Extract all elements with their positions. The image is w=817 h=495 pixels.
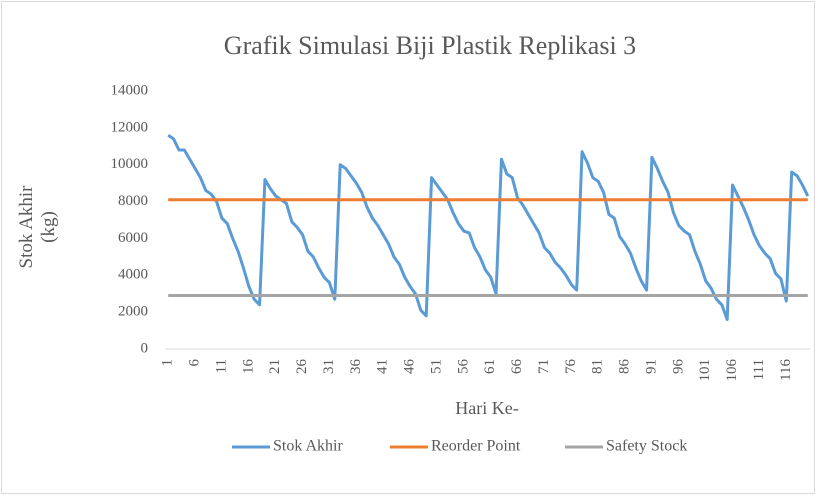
x-tick-label: 116 — [778, 359, 794, 381]
legend-label: Reorder Point — [431, 438, 521, 455]
y-tick-label: 2000 — [118, 304, 148, 320]
y-tick-label: 4000 — [118, 267, 148, 283]
x-tick-label: 61 — [482, 359, 498, 374]
legend-label: Stok Akhir — [273, 438, 343, 455]
x-tick-label: 76 — [563, 359, 579, 375]
y-tick-label: 14000 — [111, 82, 149, 98]
x-tick-label: 81 — [590, 359, 606, 374]
y-tick-label: 12000 — [111, 119, 149, 135]
y-tick-label: 8000 — [118, 193, 148, 209]
legend-label: Safety Stock — [606, 438, 687, 455]
x-tick-label: 6 — [187, 359, 203, 367]
x-tick-label: 46 — [402, 359, 418, 375]
x-tick-label: 91 — [643, 359, 659, 374]
line-series — [167, 133, 810, 322]
x-axis-label: Hari Ke- — [455, 398, 518, 418]
x-tick-label: 21 — [267, 359, 283, 374]
x-tick-label: 56 — [455, 359, 471, 375]
x-tick-label: 66 — [509, 359, 525, 375]
y-tick-label: 10000 — [111, 156, 149, 172]
x-tick-label: 71 — [536, 359, 552, 374]
x-tick-label: 51 — [428, 359, 444, 374]
x-tick-label: 31 — [321, 359, 337, 374]
x-tick-label: 11 — [213, 359, 229, 373]
y-tick-label: 0 — [141, 340, 149, 356]
x-tick-label: 41 — [375, 359, 391, 374]
x-tick-label: 101 — [697, 359, 713, 382]
x-tick-label: 96 — [670, 359, 686, 375]
x-tick-label: 111 — [751, 359, 767, 380]
y-tick-label: 6000 — [118, 230, 148, 246]
y-axis-label: Stok Akhir (kg) — [16, 185, 59, 269]
x-tick-label: 16 — [240, 359, 256, 375]
chart-title: Grafik Simulasi Biji Plastik Replikasi 3 — [224, 31, 636, 60]
x-tick-label: 106 — [724, 359, 740, 382]
x-tick-label: 36 — [348, 359, 364, 375]
x-tick-label: 26 — [294, 359, 310, 375]
x-tick-label: 86 — [617, 359, 633, 375]
x-tick-label: 1 — [160, 359, 176, 367]
